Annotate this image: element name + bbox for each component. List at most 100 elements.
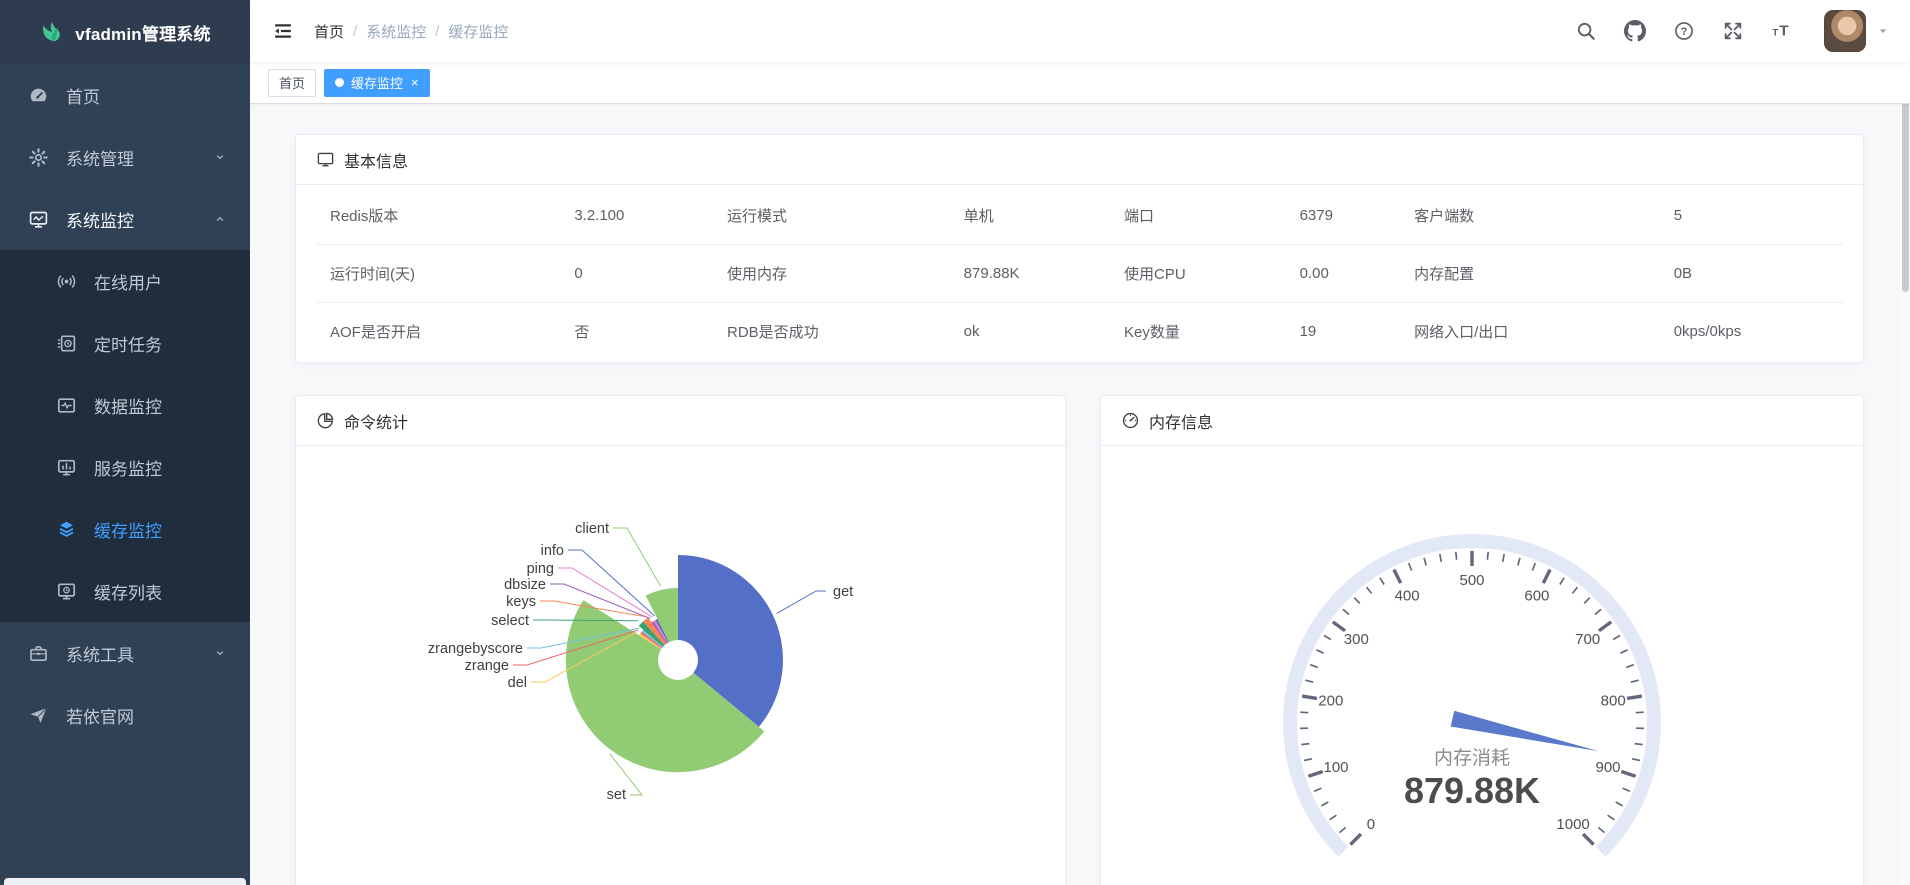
close-icon[interactable]: × — [411, 75, 419, 90]
svg-text:500: 500 — [1459, 572, 1484, 589]
data-monitor-icon — [56, 395, 80, 416]
app-logo[interactable]: vfadmin管理系统 — [0, 0, 250, 64]
sidebar-scrollbar[interactable] — [4, 878, 246, 885]
card-title: 基本信息 — [344, 153, 409, 171]
gear-icon — [28, 147, 52, 168]
breadcrumb-separator: / — [353, 22, 358, 40]
online-user-icon — [56, 271, 80, 292]
server-monitor-icon — [56, 457, 80, 478]
info-value: 6379 — [1299, 207, 1333, 224]
info-value: 879.88K — [949, 244, 1110, 303]
svg-text:100: 100 — [1323, 759, 1348, 776]
sidebar-toggle-button[interactable] — [272, 20, 294, 42]
table-row: Redis版本 3.2.100 运行模式 单机 端口 6379 客户端数 5 — [316, 187, 1843, 245]
command-stats-chart[interactable]: client info ping dbsize keys select zrangebysc… — [296, 446, 1065, 885]
navbar-right: ? T T — [1575, 10, 1890, 52]
page-scrollbar[interactable] — [1901, 0, 1910, 885]
info-label: 内存配置 — [1400, 244, 1660, 303]
svg-text:600: 600 — [1524, 588, 1549, 605]
breadcrumb-separator: / — [435, 22, 440, 40]
fullscreen-icon[interactable] — [1722, 20, 1744, 42]
svg-text:300: 300 — [1344, 631, 1369, 648]
svg-text:700: 700 — [1575, 631, 1600, 648]
breadcrumb-item[interactable]: 首页 — [314, 23, 345, 41]
user-avatar[interactable] — [1824, 10, 1866, 52]
sidebar-item-cache-monitor[interactable]: 缓存监控 — [0, 498, 250, 560]
sidebar-item-ruoyi-site[interactable]: 若依官网 — [0, 684, 250, 746]
svg-text:200: 200 — [1318, 693, 1343, 710]
scheduled-task-icon — [56, 333, 80, 354]
sidebar-item-system-monitor[interactable]: 系统监控 — [0, 188, 250, 250]
breadcrumb: 首页 / 系统监控 / 缓存监控 — [314, 21, 508, 42]
info-label: Key数量 — [1110, 302, 1286, 360]
sidebar-item-online-users[interactable]: 在线用户 — [0, 250, 250, 312]
table-row: 运行时间(天) 0 使用内存 879.88K 使用CPU 0.00 内存配置 0B — [316, 244, 1843, 303]
sidebar-item-scheduled-tasks[interactable]: 定时任务 — [0, 312, 250, 374]
card-title: 内存信息 — [1149, 414, 1214, 432]
command-stats-header: 命令统计 — [296, 396, 1065, 446]
chevron-down-icon — [212, 645, 228, 661]
sidebar-item-server-monitor[interactable]: 服务监控 — [0, 436, 250, 498]
info-value: 3.2.100 — [574, 207, 625, 224]
sidebar-item-cache-list[interactable]: 缓存列表 — [0, 560, 250, 622]
sidebar-item-home[interactable]: 首页 — [0, 64, 250, 126]
pie-slice-set — [565, 600, 765, 773]
breadcrumb-item: 缓存监控 — [448, 23, 509, 41]
info-value: 0.00 — [1285, 244, 1401, 303]
gauge-value: 879.88K — [1404, 770, 1540, 811]
svg-text:get: get — [833, 584, 853, 600]
chevron-up-icon — [212, 211, 228, 227]
navbar: 首页 / 系统监控 / 缓存监控 ? T T — [250, 0, 1910, 62]
basic-info-table: Redis版本 3.2.100 运行模式 单机 端口 6379 客户端数 5 运行时间(天) 0 使… — [316, 187, 1843, 360]
cache-list-icon — [56, 581, 80, 602]
info-label: 端口 — [1124, 208, 1155, 225]
info-label: AOF是否开启 — [316, 302, 561, 360]
cache-monitor-icon — [56, 519, 80, 540]
info-label: 使用CPU — [1110, 244, 1286, 303]
table-row: AOF是否开启否 RDB是否成功 ok Key数量 19 网络入口/出口 0kps/0kps — [316, 302, 1843, 360]
svg-text:client: client — [575, 521, 609, 537]
svg-text:T: T — [1772, 28, 1778, 39]
info-value: 否 — [560, 302, 713, 360]
app-title: vfadmin管理系统 — [75, 24, 211, 44]
command-stats-card: 命令统计 client info ping dbsize keys select zrang… — [295, 395, 1066, 885]
svg-text:?: ? — [1681, 26, 1688, 38]
user-menu[interactable] — [1824, 10, 1890, 52]
logo-leaf-icon — [39, 19, 65, 45]
info-value: 0kps/0kps — [1659, 302, 1843, 360]
svg-text:del: del — [508, 675, 527, 691]
sidebar-item-system-admin[interactable]: 系统管理 — [0, 126, 250, 188]
gauge-needle — [1450, 710, 1599, 752]
info-label: Redis版本 — [330, 208, 399, 225]
tab-home[interactable]: 首页 — [268, 68, 317, 97]
svg-text:ping: ping — [527, 561, 554, 577]
svg-text:zrange: zrange — [465, 658, 509, 674]
dashboard-icon — [28, 85, 52, 106]
monitor-icon — [316, 150, 335, 169]
sidebar-item-system-tools[interactable]: 系统工具 — [0, 622, 250, 684]
search-icon[interactable] — [1575, 20, 1597, 42]
sidebar-item-data-monitor[interactable]: 数据监控 — [0, 374, 250, 436]
question-icon[interactable]: ? — [1673, 20, 1695, 42]
info-label: 运行时间(天) — [316, 244, 561, 303]
svg-text:900: 900 — [1595, 759, 1620, 776]
info-label: 使用内存 — [713, 244, 950, 303]
breadcrumb-item[interactable]: 系统监控 — [366, 23, 427, 41]
tags-view-bar: 首页 缓存监控 × — [250, 62, 1910, 104]
memory-gauge-chart[interactable]: 0 100 200 300 400 500 600 700 800 900 1000 内存消耗 879.… — [1101, 446, 1863, 885]
main-column: 首页 / 系统监控 / 缓存监控 ? T T 首页 缓存监控 × 基本信息 Redis版本 3.2… — [250, 0, 1910, 885]
info-value: 0B — [1659, 244, 1843, 303]
github-icon[interactable] — [1624, 20, 1646, 42]
svg-text:keys: keys — [506, 594, 536, 610]
monitor-chart-icon — [28, 209, 52, 230]
tab-cache-monitor[interactable]: 缓存监控 × — [324, 68, 430, 97]
active-dot — [335, 78, 345, 87]
pie-chart-icon — [316, 411, 335, 430]
info-label: 运行模式 — [727, 208, 788, 225]
info-label: 网络入口/出口 — [1400, 302, 1660, 360]
svg-text:zrangebyscore: zrangebyscore — [428, 641, 523, 657]
scrollbar-thumb[interactable] — [1902, 2, 1909, 292]
info-value: 5 — [1673, 207, 1683, 224]
